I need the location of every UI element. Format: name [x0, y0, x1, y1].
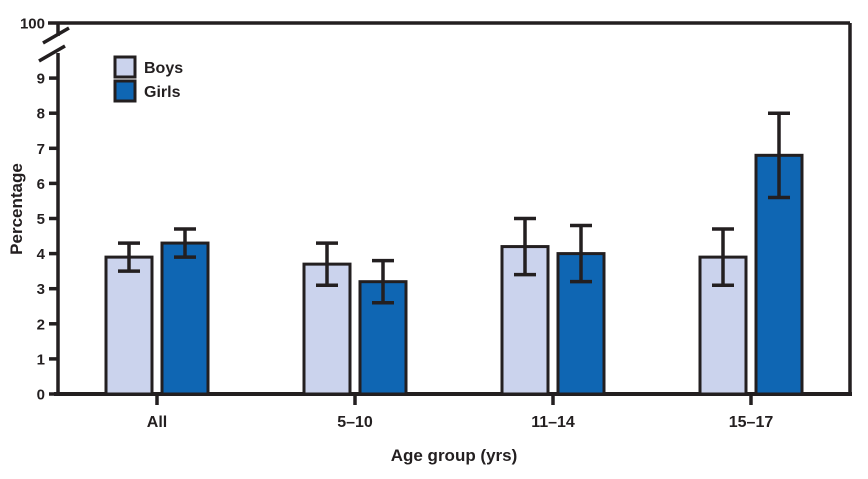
y-tick-label: 6: [37, 176, 45, 193]
y-tick-label: 1: [37, 351, 45, 368]
bar-girls-all: [160, 241, 210, 396]
bar-boys-all: [104, 255, 154, 396]
x-category-label: All: [147, 414, 167, 431]
y-tick-label: 5: [37, 211, 45, 228]
y-tick-label: 7: [37, 141, 45, 158]
legend-swatch-girls: [113, 79, 137, 103]
axis-break-slash-upper: [42, 26, 70, 45]
x-axis-title: Age group (yrs): [391, 446, 518, 465]
plot-area: 100 0 1 2 3 4 5 6 7 8 9 All 5–10 11–14 15–17: [20, 16, 852, 431]
legend-label-girls: Girls: [144, 84, 181, 101]
x-category-label: 11–14: [531, 414, 575, 431]
y-tick-label: 9: [37, 71, 45, 88]
axis-break-slash-lower: [38, 44, 66, 63]
x-category-label: 5–10: [337, 414, 373, 431]
y-tick-label: 2: [37, 316, 45, 333]
legend-label-boys: Boys: [144, 60, 183, 77]
x-category-label: 15–17: [729, 414, 774, 431]
legend: Boys Girls: [113, 55, 183, 103]
y-tick-label: 4: [37, 246, 46, 263]
legend-swatch-boys: [113, 55, 137, 79]
y-tick-label: 8: [37, 106, 45, 123]
y-tick-label: 0: [37, 387, 45, 404]
y-tick-label-break-top: 100: [20, 16, 45, 33]
y-tick-label: 3: [37, 281, 45, 298]
y-axis-title: Percentage: [7, 163, 26, 255]
